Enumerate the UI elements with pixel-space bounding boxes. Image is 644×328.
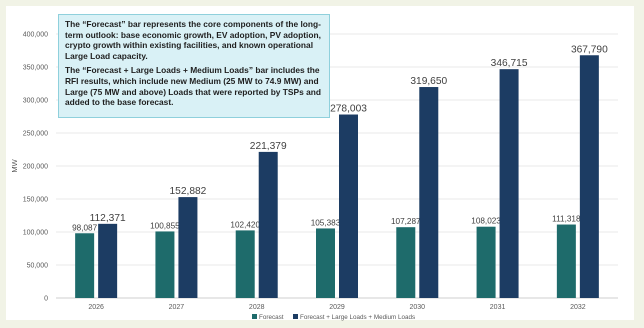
bar bbox=[155, 231, 175, 298]
y-tick-label: 300,000 bbox=[23, 98, 48, 105]
x-tick-label: 2032 bbox=[570, 304, 586, 311]
y-tick-label: 400,000 bbox=[23, 32, 48, 39]
bar bbox=[258, 151, 278, 298]
legend-label: Forecast bbox=[259, 314, 284, 321]
y-tick-label: 200,000 bbox=[23, 164, 48, 171]
x-tick-label: 2028 bbox=[249, 304, 265, 311]
data-label: 221,379 bbox=[250, 141, 287, 152]
callout-paragraph-forecast: The “Forecast” bar represents the core c… bbox=[65, 19, 321, 61]
legend-label: Forecast + Large Loads + Medium Loads bbox=[300, 314, 415, 321]
data-label: 100,855 bbox=[150, 221, 180, 230]
bar bbox=[75, 233, 95, 298]
data-label: 108,023 bbox=[471, 217, 501, 226]
data-label: 107,287 bbox=[391, 217, 421, 226]
bar bbox=[235, 230, 255, 298]
bar bbox=[98, 223, 118, 298]
x-tick-label: 2026 bbox=[88, 304, 104, 311]
y-tick-label: 250,000 bbox=[23, 131, 48, 138]
bar bbox=[556, 224, 576, 298]
bar bbox=[419, 87, 439, 298]
data-label: 102,420 bbox=[230, 220, 260, 229]
data-label: 278,003 bbox=[330, 104, 367, 115]
data-label: 105,383 bbox=[311, 218, 341, 227]
legend-swatch bbox=[293, 314, 298, 319]
y-tick-label: 0 bbox=[44, 296, 48, 303]
data-label: 152,882 bbox=[170, 186, 207, 197]
legend: Forecast Forecast + Large Loads + Medium … bbox=[252, 314, 415, 321]
y-tick-label: 50,000 bbox=[27, 263, 49, 270]
x-tick-label: 2030 bbox=[409, 304, 425, 311]
y-tick-label: 100,000 bbox=[23, 230, 48, 237]
data-label: 98,087 bbox=[72, 223, 97, 232]
y-tick-label: 350,000 bbox=[23, 65, 48, 72]
data-label: 111,318 bbox=[552, 215, 581, 224]
bar bbox=[339, 114, 358, 298]
forecast-explanation-callout: The “Forecast” bar represents the core c… bbox=[58, 14, 330, 118]
bar bbox=[316, 228, 335, 298]
x-tick-label: 2029 bbox=[329, 304, 345, 311]
data-label: 112,371 bbox=[90, 213, 126, 224]
y-tick-label: 150,000 bbox=[23, 197, 48, 204]
bar bbox=[396, 227, 416, 298]
data-label: 367,790 bbox=[571, 44, 608, 55]
bar bbox=[579, 55, 599, 298]
data-label: 346,715 bbox=[491, 58, 528, 69]
data-label: 319,650 bbox=[410, 76, 447, 87]
bar bbox=[476, 226, 496, 298]
x-axis: 2026 2027 2028 2029 2030 2031 2032 bbox=[88, 304, 585, 311]
callout-paragraph-large-loads: The “Forecast + Large Loads + Medium Loa… bbox=[65, 65, 321, 108]
legend-swatch bbox=[252, 314, 257, 319]
y-axis: 0 50,000 100,000 150,000 200,000 250,000 300,0… bbox=[23, 32, 48, 303]
x-tick-label: 2027 bbox=[169, 304, 185, 311]
y-axis-title: MW bbox=[10, 158, 19, 172]
x-tick-label: 2031 bbox=[490, 304, 506, 311]
bar bbox=[178, 197, 198, 298]
bar bbox=[499, 69, 519, 299]
